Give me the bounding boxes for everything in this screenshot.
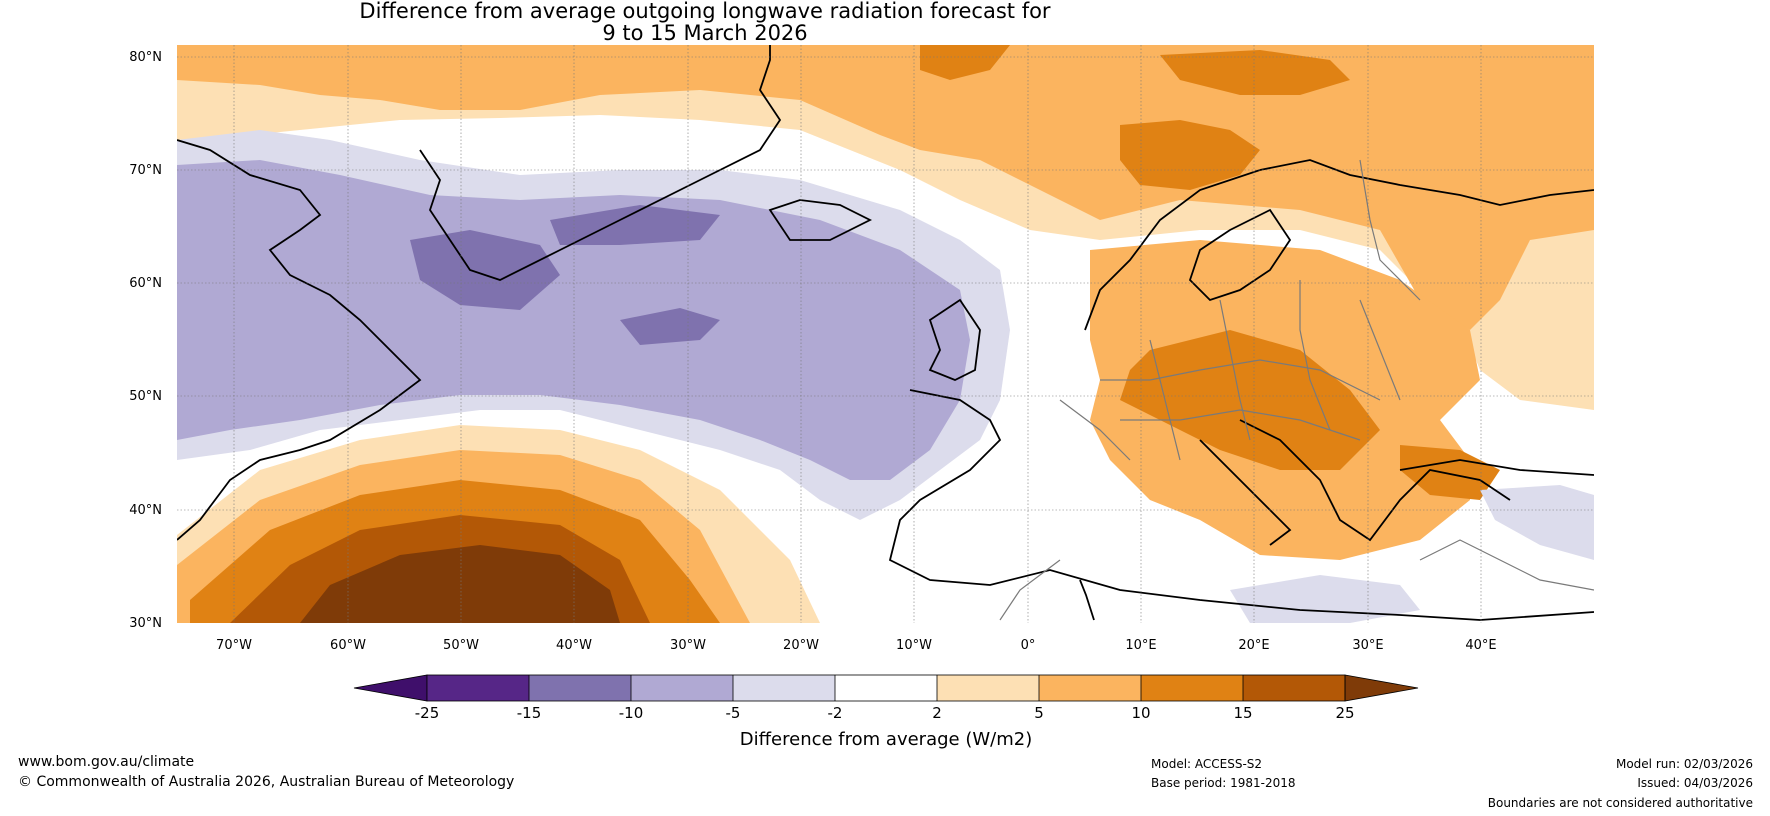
band-darkest-orange-atlantic bbox=[300, 545, 620, 623]
colorbar-swatch-3 bbox=[631, 675, 733, 701]
lon-label-30e: 30°E bbox=[1352, 638, 1383, 653]
colorbar-label: Difference from average (W/m2) bbox=[740, 729, 1032, 750]
colorbar-tick-8: 15 bbox=[1233, 704, 1252, 722]
patch-purple-greenland bbox=[550, 205, 720, 245]
colorbar-swatch-9 bbox=[1243, 675, 1345, 701]
lon-label-0: 0° bbox=[1021, 638, 1036, 653]
color-bar: -25 -15 -10 -5 -2 2 5 10 15 25 Differenc… bbox=[353, 674, 1419, 750]
lon-label-60w: 60°W bbox=[330, 638, 366, 653]
band-medium-purple bbox=[177, 160, 970, 480]
colorbar-swatch-1 bbox=[427, 675, 529, 701]
patch-light-purple-sahara bbox=[1230, 575, 1420, 623]
colorbar-tick-5: 2 bbox=[932, 704, 942, 722]
colorbar-tick-3: -5 bbox=[726, 704, 741, 722]
lat-label-60n: 60°N bbox=[129, 276, 162, 291]
colorbar-tick-9: 25 bbox=[1335, 704, 1354, 722]
disclaimer-text: Boundaries are not considered authoritat… bbox=[1487, 796, 1753, 810]
colorbar-extend-low bbox=[353, 674, 428, 702]
colorbar-swatch-4 bbox=[733, 675, 835, 701]
lat-label-40n: 40°N bbox=[129, 503, 162, 518]
lon-label-40e: 40°E bbox=[1465, 638, 1496, 653]
lon-label-40w: 40°W bbox=[556, 638, 592, 653]
lon-label-10e: 10°E bbox=[1125, 638, 1156, 653]
colorbar-swatch-8 bbox=[1141, 675, 1243, 701]
gridlines bbox=[177, 45, 1594, 623]
colorbar-tick-6: 5 bbox=[1034, 704, 1044, 722]
colorbar-swatch-6 bbox=[937, 675, 1039, 701]
lat-labels: 80°N 70°N 60°N 50°N 40°N 30°N bbox=[129, 50, 162, 631]
map-title-line-2: 9 to 15 March 2026 bbox=[602, 21, 808, 45]
lat-label-30n: 30°N bbox=[129, 616, 162, 631]
base-period-text: Base period: 1981-2018 bbox=[1151, 776, 1296, 790]
patch-dark-orange-scandinavia bbox=[1120, 120, 1260, 190]
map-title-line-1: Difference from average outgoing longwav… bbox=[359, 0, 1051, 23]
patch-purple-mid-atlantic bbox=[620, 308, 720, 345]
lon-label-50w: 50°W bbox=[443, 638, 479, 653]
lon-label-70w: 70°W bbox=[216, 638, 252, 653]
colorbar-tick-1: -15 bbox=[517, 704, 542, 722]
colorbar-swatch-2 bbox=[529, 675, 631, 701]
patch-dark-orange-caucasus bbox=[1400, 445, 1500, 500]
coastlines bbox=[177, 45, 1594, 621]
patch-purple-labrador-sea bbox=[410, 230, 560, 310]
copyright-text: © Commonwealth of Australia 2026, Austra… bbox=[18, 774, 515, 790]
patch-dark-orange-central-europe bbox=[1120, 330, 1380, 470]
patch-dark-orange-arctic bbox=[920, 45, 1010, 80]
model-run-text: Model run: 02/03/2026 bbox=[1615, 757, 1753, 771]
model-text: Model: ACCESS-S2 bbox=[1151, 757, 1263, 771]
lon-labels: 70°W 60°W 50°W 40°W 30°W 20°W 10°W 0° 10… bbox=[216, 638, 1497, 653]
issued-text: Issued: 04/03/2026 bbox=[1637, 776, 1753, 790]
country-borders bbox=[999, 159, 1594, 621]
lat-label-50n: 50°N bbox=[129, 389, 162, 404]
colorbar-tick-0: -25 bbox=[415, 704, 440, 722]
band-medium-orange-north bbox=[177, 45, 1594, 330]
patch-dark-orange-svalbard bbox=[1160, 50, 1350, 95]
lat-label-70n: 70°N bbox=[129, 163, 162, 178]
colorbar-tick-7: 10 bbox=[1131, 704, 1150, 722]
colorbar-extend-high bbox=[1344, 674, 1419, 702]
lon-label-20w: 20°W bbox=[783, 638, 819, 653]
colorbar-tick-2: -10 bbox=[619, 704, 644, 722]
colorbar-tick-4: -2 bbox=[828, 704, 843, 722]
lon-label-20e: 20°E bbox=[1238, 638, 1269, 653]
lon-label-10w: 10°W bbox=[896, 638, 932, 653]
colorbar-swatch-5 bbox=[835, 675, 937, 701]
website-text: www.bom.gov.au/climate bbox=[18, 754, 195, 770]
colorbar-swatch-7 bbox=[1039, 675, 1141, 701]
lon-label-30w: 30°W bbox=[670, 638, 706, 653]
anomaly-field bbox=[177, 45, 1594, 623]
patch-light-purple-middle-east bbox=[1480, 485, 1594, 560]
lat-label-80n: 80°N bbox=[129, 50, 162, 65]
